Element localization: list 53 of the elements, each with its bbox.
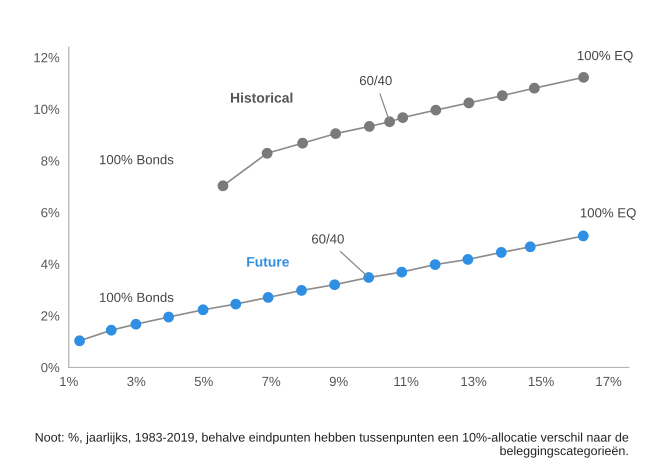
point <box>130 318 142 330</box>
annotation: 100% EQ <box>580 208 636 220</box>
point <box>363 272 374 283</box>
annotation: 100% Bonds <box>100 154 174 164</box>
x-tick-label: 13% <box>461 376 486 386</box>
point <box>198 304 208 316</box>
point <box>262 292 274 303</box>
point <box>330 128 342 140</box>
point <box>462 254 474 265</box>
x-tick-label: 17% <box>596 376 622 386</box>
annotation: 100% EQ <box>578 50 633 63</box>
point <box>464 98 474 108</box>
point <box>496 90 508 102</box>
x-tick-label: 9% <box>330 376 348 386</box>
point <box>74 335 85 346</box>
x-tick-label: 1% <box>60 376 78 386</box>
point <box>496 247 507 258</box>
point <box>163 312 174 322</box>
y-tick-label: 6% <box>41 208 60 218</box>
x-tick-label: 5% <box>194 376 213 386</box>
annotation: 60/40 <box>312 234 344 244</box>
y-tick-label: 2% <box>41 311 60 321</box>
annotation: 100% Bonds <box>100 292 174 302</box>
x-tick-label: 7% <box>262 376 280 386</box>
y-tick-label: 0% <box>41 362 60 372</box>
point <box>528 82 540 94</box>
point <box>397 112 408 123</box>
point <box>384 116 395 128</box>
point <box>106 324 117 336</box>
text: Noot: %, jaarlijks, 1983-2019, behalve eindpunten hebben tussenpunten een 10%-allocatie verschil naar de beleggingscategorieën. <box>36 432 628 458</box>
y-tick-label: 12% <box>34 53 60 62</box>
x-tick-label: 11% <box>394 376 418 386</box>
x-tick-label: 3% <box>127 376 146 386</box>
point <box>230 298 242 310</box>
text: Historical <box>230 92 292 103</box>
point <box>296 285 307 296</box>
point <box>297 138 308 149</box>
point <box>578 230 589 242</box>
annotation: 60/40 <box>360 76 392 86</box>
x-tick-label: 15% <box>528 376 554 386</box>
point <box>578 72 589 83</box>
point <box>524 241 536 252</box>
point <box>396 266 408 278</box>
series-label: Future <box>247 257 289 267</box>
point <box>364 121 375 132</box>
point <box>430 104 442 116</box>
point <box>262 148 273 159</box>
y-tick-label: 8% <box>41 156 60 166</box>
point <box>218 180 228 192</box>
point <box>329 279 340 290</box>
y-tick-label: 4% <box>40 260 60 269</box>
y-tick-label: 10% <box>34 104 60 114</box>
point <box>430 259 441 270</box>
